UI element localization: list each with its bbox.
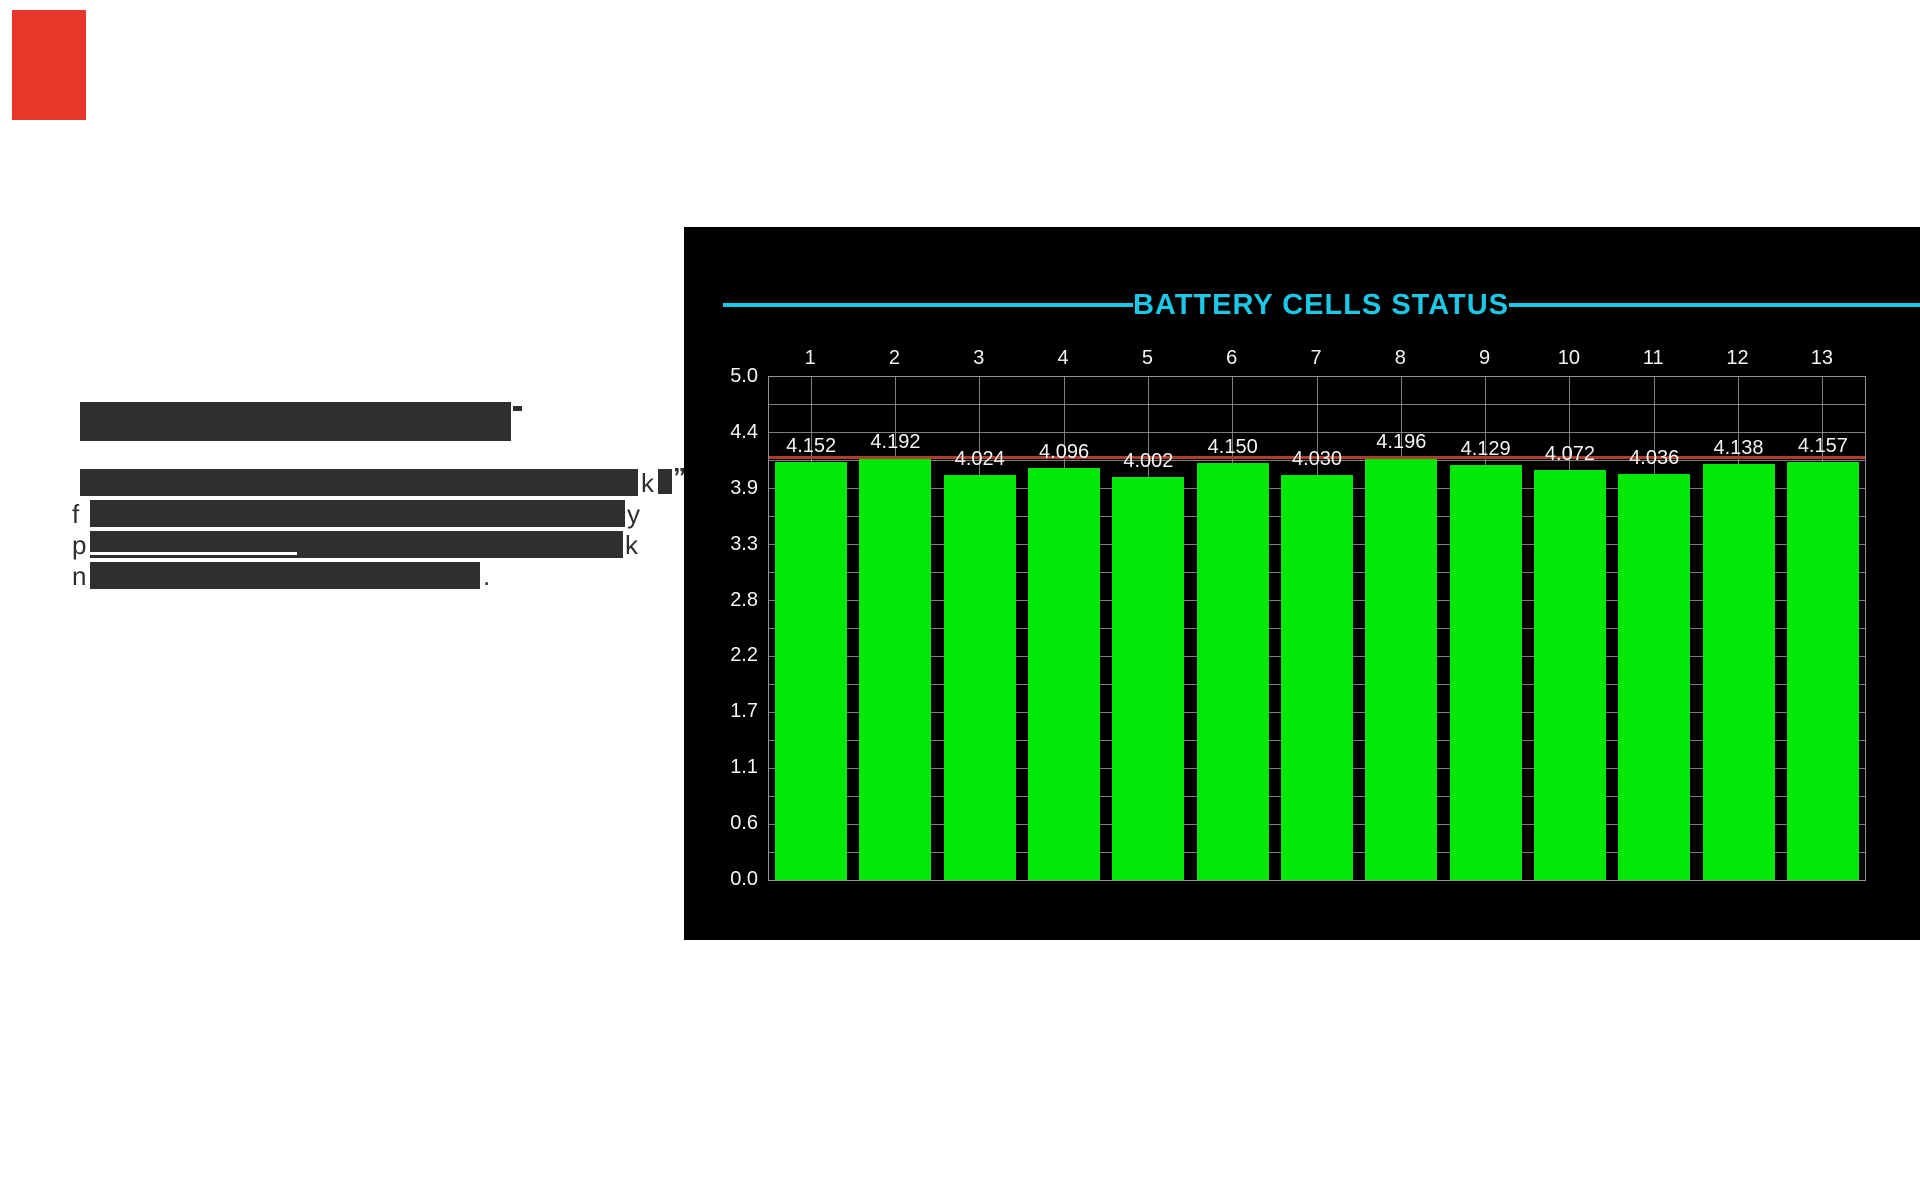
bar-value-label: 4.096 — [1039, 440, 1090, 463]
limit-line — [769, 455, 1865, 459]
bar-value-label: 4.196 — [1376, 430, 1427, 453]
redacted-glyph-fragment — [513, 406, 522, 411]
battery-cell-bar[interactable] — [1702, 463, 1775, 880]
red-marker — [12, 10, 86, 120]
text-fragment: f — [72, 499, 80, 529]
bar-value-label: 4.152 — [786, 435, 837, 458]
battery-panel: BATTERY CELLS STATUS 1 2 3 4 5 6 7 8 9 10 11 12 13 5… — [684, 227, 1920, 940]
redaction-bar — [90, 562, 480, 589]
battery-cell-bar[interactable] — [1618, 473, 1691, 880]
y-tick-label: 3.9 — [730, 476, 758, 499]
y-tick-label: 0.0 — [730, 868, 758, 890]
battery-cell-bar[interactable] — [1365, 457, 1438, 880]
bar-value-label: 4.129 — [1460, 437, 1511, 460]
bar-value-label: 4.036 — [1629, 446, 1680, 469]
redacted-line: k ” — [0, 462, 700, 499]
y-tick-label: 0.6 — [730, 812, 758, 835]
redacted-line: f y — [0, 499, 700, 530]
x-tick-label: 5 — [1141, 347, 1153, 369]
x-tick-label: 9 — [1479, 347, 1491, 369]
bar-value-label: 4.072 — [1544, 443, 1595, 466]
battery-cell-bar[interactable] — [943, 475, 1016, 880]
bar-value-label: 4.150 — [1207, 435, 1258, 458]
redacted-line: n . — [0, 561, 700, 592]
battery-cell-bar[interactable] — [1533, 470, 1606, 880]
text-fragment: y — [627, 499, 640, 529]
text-fragment: k — [641, 468, 654, 498]
x-tick-label: 4 — [1057, 347, 1069, 369]
x-tick-label: 12 — [1726, 347, 1749, 369]
text-fragment: . — [483, 561, 491, 591]
battery-cell-bar[interactable] — [1112, 477, 1185, 880]
battery-cell-bar[interactable] — [1281, 474, 1353, 880]
redaction-bar — [658, 469, 672, 494]
panel-title: BATTERY CELLS STATUS — [1132, 289, 1510, 321]
battery-cell-bar[interactable] — [1786, 461, 1859, 880]
x-tick-label: 10 — [1557, 347, 1581, 369]
underline-fragment — [88, 552, 297, 555]
y-tick-label: 5.0 — [730, 365, 758, 387]
redaction-bar — [88, 531, 623, 558]
x-tick-label: 6 — [1226, 347, 1238, 369]
battery-cell-bar[interactable] — [859, 458, 932, 880]
bar-value-label: 4.030 — [1291, 447, 1343, 470]
x-tick-label: 1 — [804, 347, 816, 369]
text-fragment: ” — [673, 462, 686, 492]
y-tick-label: 3.3 — [730, 532, 758, 555]
battery-cell-bar[interactable] — [1449, 464, 1522, 880]
bar-value-label: 4.157 — [1797, 434, 1848, 457]
title-rule-right — [1509, 303, 1920, 307]
redacted-line: p k — [0, 530, 700, 561]
battery-cell-bar[interactable] — [1196, 462, 1269, 880]
redacted-heading-bar — [80, 402, 511, 441]
plot-area: 4.152 4.192 4.024 4.096 4.002 4.150 4.030 4.196… — [768, 376, 1866, 881]
y-tick-label: 4.4 — [730, 420, 758, 443]
bar-value-label: 4.002 — [1123, 450, 1174, 473]
y-tick-label: 1.1 — [730, 756, 758, 779]
bar-value-label: 4.024 — [954, 448, 1005, 471]
x-tick-label: 11 — [1642, 347, 1664, 369]
text-fragment: n — [72, 561, 87, 591]
x-tick-label: 13 — [1810, 347, 1833, 369]
bar-value-label: 4.192 — [870, 431, 921, 454]
x-tick-label: 8 — [1394, 347, 1406, 369]
y-tick-label: 1.7 — [730, 700, 758, 723]
text-fragment: k — [625, 530, 638, 560]
title-rule-left — [723, 303, 1133, 307]
y-tick-label: 2.8 — [730, 588, 758, 611]
x-tick-label: 3 — [973, 347, 985, 369]
x-tick-label: 7 — [1310, 347, 1322, 369]
redaction-bar — [90, 500, 625, 527]
text-fragment: p — [72, 530, 87, 560]
y-tick-label: 2.2 — [730, 644, 758, 667]
battery-cell-bar[interactable] — [775, 462, 848, 880]
battery-cell-bar[interactable] — [1028, 467, 1101, 880]
bar-value-label: 4.138 — [1713, 436, 1764, 459]
redaction-bar — [80, 469, 638, 496]
x-tick-label: 2 — [888, 347, 901, 369]
